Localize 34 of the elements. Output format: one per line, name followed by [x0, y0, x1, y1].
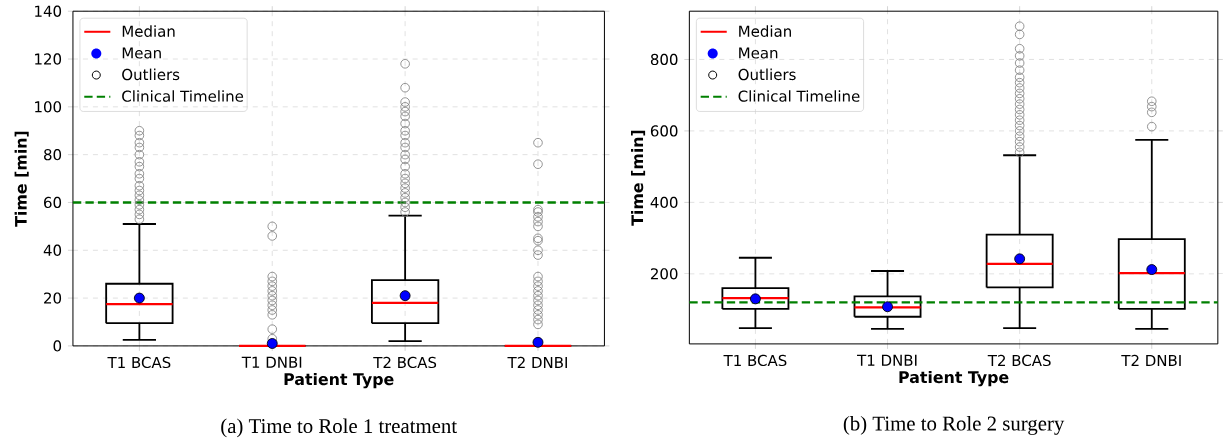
x-tick-label: T2 DNBI: [507, 356, 567, 368]
y-tick-label: 140: [35, 5, 62, 17]
x-tick-label: T2 DNBI: [1121, 354, 1181, 366]
y-tick-label: 120: [35, 53, 62, 65]
y-tick-label: 40: [43, 244, 62, 257]
text: (b) Time to Role 2 surgery: [843, 416, 1065, 435]
x-axis-title: Patient Type: [284, 372, 394, 389]
annotation: Mean: [739, 47, 778, 59]
annotation: Outliers: [122, 68, 180, 81]
y-tick-label: 400: [650, 196, 678, 209]
y-axis-title: Time [min]: [14, 131, 29, 227]
y-tick-label: 600: [650, 125, 678, 137]
y-axis-title: Time [min]: [631, 130, 646, 226]
annotation: Median: [122, 25, 175, 37]
x-tick-label: T2 BCAS: [373, 356, 437, 369]
x-tick-label: T1 BCAS: [723, 354, 787, 367]
y-tick-label: 0: [53, 340, 62, 352]
annotation: Outliers: [738, 68, 796, 81]
y-tick-label: 20: [44, 292, 62, 304]
legend-label: Clinical Timeline: [122, 90, 244, 102]
x-tick-label: T2 BCAS: [987, 354, 1051, 367]
y-tick-label: 80: [44, 149, 62, 161]
legend-label: Clinical Timeline: [738, 90, 860, 102]
x-axis-title: Patient Type: [899, 370, 1009, 387]
x-tick-label: T1 DNBI: [857, 354, 917, 366]
x-tick-label: T1 BCAS: [107, 356, 171, 369]
y-tick-label: 200: [650, 268, 678, 280]
y-tick-label: 60: [44, 196, 62, 209]
text: (a) Time to Role 1 treatment: [221, 418, 457, 438]
y-tick-label: 800: [650, 53, 678, 66]
x-tick-label: T1 DNBI: [241, 356, 302, 368]
y-tick-label: 100: [35, 101, 62, 113]
annotation: Mean: [122, 47, 161, 59]
annotation: Median: [739, 25, 791, 37]
